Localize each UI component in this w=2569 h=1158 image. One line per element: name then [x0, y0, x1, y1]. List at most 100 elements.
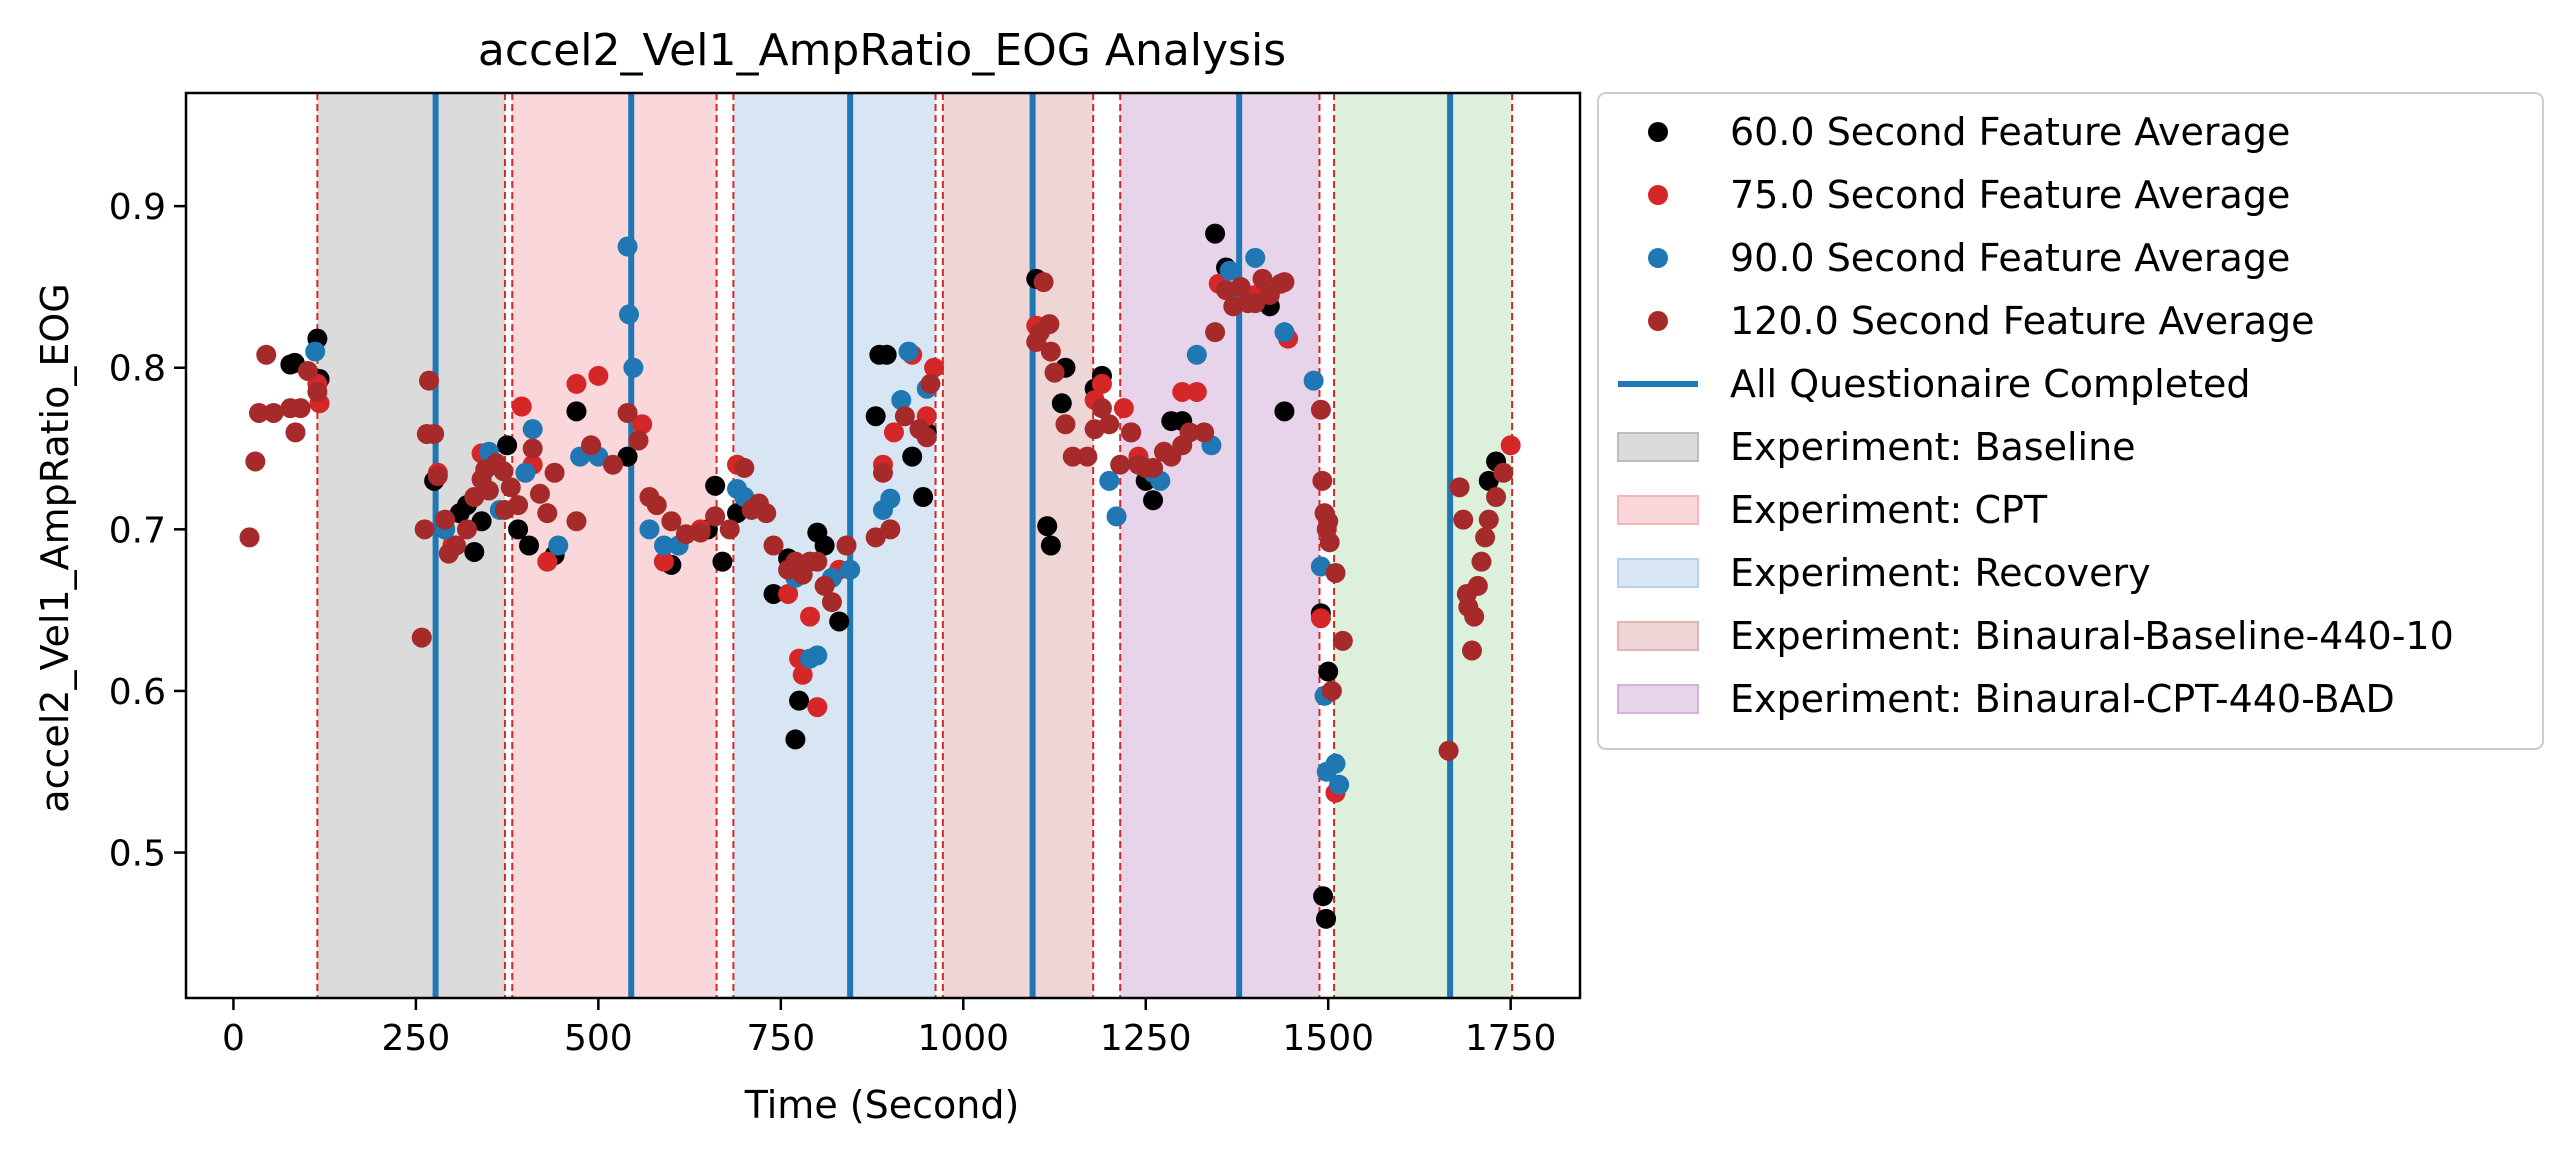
point-s3-2 [248, 402, 269, 423]
point-s3-57 [836, 535, 857, 556]
point-s3-72 [1062, 446, 1083, 467]
point-s3-3 [256, 344, 277, 365]
point-s3-25 [493, 461, 514, 482]
point-s3-118 [1493, 462, 1514, 483]
point-s3-18 [446, 535, 467, 556]
point-s3-39 [646, 495, 667, 516]
point-s3-69 [1040, 341, 1061, 362]
point-s3-98 [1312, 470, 1333, 491]
point-s3-9 [307, 381, 328, 402]
point-s3-0 [239, 527, 260, 548]
point-s3-54 [807, 551, 828, 572]
point-s3-34 [581, 435, 602, 456]
legend-label-series-0: 60.0 Second Feature Average [1730, 110, 2290, 154]
point-s2-42 [1325, 753, 1346, 774]
point-s0-29 [865, 406, 886, 427]
point-s1-8 [566, 373, 587, 394]
x-tick-label-4: 1000 [917, 1018, 1009, 1059]
plot-frame [184, 91, 1582, 1000]
point-s3-103 [1321, 680, 1342, 701]
point-s3-81 [1143, 457, 1164, 478]
point-s0-9 [471, 511, 492, 532]
point-s3-117 [1486, 487, 1507, 508]
y-tick-label-2: 0.7 [109, 510, 166, 551]
legend-marker-series-2 [1648, 248, 1668, 268]
point-s0-32 [902, 446, 923, 467]
x-tick-label-0: 0 [222, 1018, 245, 1059]
point-s3-56 [821, 592, 842, 613]
y-tick-label-1: 0.6 [109, 672, 166, 713]
point-s2-6 [548, 535, 569, 556]
point-s0-27 [814, 535, 835, 556]
point-s3-71 [1055, 414, 1076, 435]
point-s2-0 [305, 341, 326, 362]
point-s3-8 [297, 360, 318, 381]
point-s3-1 [245, 451, 266, 472]
legend-label-region-0: Experiment: Baseline [1730, 425, 2136, 469]
legend-label-series-2: 90.0 Second Feature Average [1730, 236, 2290, 280]
x-tick-label-5: 1250 [1100, 1018, 1192, 1059]
legend-label-series-1: 75.0 Second Feature Average [1730, 173, 2290, 217]
shaded-region-4 [1120, 93, 1320, 998]
point-s3-15 [427, 466, 448, 487]
point-s3-55 [814, 575, 835, 596]
y-axis-label: accel2_Vel1_AmpRatio_EOG [33, 283, 77, 812]
point-s1-14 [778, 583, 799, 604]
point-s0-22 [763, 583, 784, 604]
legend-marker-series-3 [1648, 311, 1668, 331]
point-s3-6 [285, 422, 306, 443]
point-s3-7 [290, 398, 311, 419]
point-s3-60 [880, 519, 901, 540]
point-s3-59 [873, 462, 893, 483]
point-s3-61 [894, 406, 915, 427]
point-s3-87 [1205, 322, 1226, 343]
legend-label-region-4: Experiment: Binaural-CPT-440-BAD [1730, 677, 2395, 721]
chart-title: accel2_Vel1_AmpRatio_EOG Analysis [478, 25, 1286, 76]
point-s1-17 [800, 606, 821, 627]
point-s1-7 [537, 551, 558, 572]
point-s3-108 [1453, 509, 1474, 530]
point-s3-10 [411, 627, 432, 648]
point-s1-18 [807, 697, 828, 718]
point-s1-24 [924, 357, 945, 378]
point-s3-23 [478, 480, 499, 501]
legend-label-region-1: Experiment: CPT [1730, 488, 2048, 532]
x-axis-label: Time (Second) [744, 1083, 1020, 1127]
point-s2-27 [1099, 470, 1120, 491]
legend-label-region-3: Experiment: Binaural-Baseline-440-10 [1730, 614, 2454, 658]
point-s1-21 [883, 422, 904, 443]
point-s1-27 [1091, 373, 1112, 394]
point-s3-27 [500, 477, 521, 498]
point-s0-43 [1143, 490, 1164, 511]
data-points [239, 223, 1521, 929]
point-s3-30 [529, 483, 550, 504]
legend-patch-region-3 [1617, 621, 1699, 651]
point-s2-34 [1219, 260, 1240, 281]
point-s1-10 [632, 414, 653, 435]
point-s0-15 [617, 446, 638, 467]
point-s2-5 [522, 419, 543, 440]
point-s3-31 [537, 503, 558, 524]
point-s3-19 [456, 519, 477, 540]
point-s0-19 [705, 475, 726, 496]
point-s3-116 [1478, 509, 1499, 530]
point-s3-96 [1274, 272, 1295, 293]
point-s2-10 [619, 304, 640, 325]
point-s3-111 [1461, 640, 1482, 661]
point-s3-104 [1325, 562, 1346, 583]
point-s1-37 [1500, 435, 1521, 456]
point-s2-19 [807, 645, 828, 666]
point-s3-16 [435, 509, 456, 530]
tick-labels: 0 250 500 750 1000 1250 1500 1750 0.5 0.6 0.7 0.8 0.… [109, 187, 1557, 1059]
point-s3-115 [1475, 527, 1496, 548]
point-s2-9 [617, 236, 638, 257]
point-s2-37 [1274, 322, 1295, 343]
y-tick-label-4: 0.9 [109, 187, 166, 228]
point-s0-11 [508, 519, 529, 540]
point-s0-37 [1040, 535, 1061, 556]
point-s3-37 [628, 430, 649, 451]
point-s3-77 [1110, 454, 1131, 475]
point-s3-92 [1245, 293, 1266, 314]
point-s0-14 [566, 401, 587, 422]
point-s2-13 [654, 535, 675, 556]
